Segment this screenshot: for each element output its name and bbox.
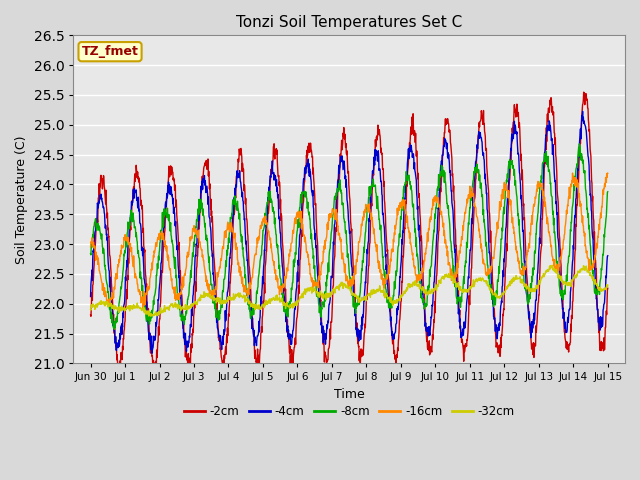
- -32cm: [202, 290, 209, 296]
- -4cm: [87, 294, 95, 300]
- -32cm: [429, 291, 436, 297]
- Legend: -2cm, -4cm, -8cm, -16cm, -32cm: -2cm, -4cm, -8cm, -16cm, -32cm: [179, 401, 520, 423]
- -4cm: [429, 303, 436, 309]
- -16cm: [604, 170, 612, 176]
- -8cm: [303, 194, 310, 200]
- -4cm: [558, 300, 566, 306]
- -8cm: [87, 251, 95, 256]
- -8cm: [202, 220, 209, 226]
- -8cm: [429, 246, 436, 252]
- -16cm: [604, 170, 611, 176]
- -32cm: [147, 313, 155, 319]
- -32cm: [548, 263, 556, 268]
- -4cm: [514, 144, 522, 150]
- -4cm: [148, 350, 156, 356]
- -4cm: [303, 166, 310, 171]
- -16cm: [87, 244, 95, 250]
- -4cm: [290, 320, 298, 326]
- -32cm: [604, 282, 612, 288]
- -2cm: [184, 373, 192, 379]
- -4cm: [579, 108, 586, 114]
- Title: Tonzi Soil Temperatures Set C: Tonzi Soil Temperatures Set C: [236, 15, 462, 30]
- -16cm: [202, 270, 209, 276]
- -16cm: [303, 249, 310, 255]
- -2cm: [580, 89, 588, 95]
- Line: -8cm: -8cm: [91, 144, 608, 329]
- -32cm: [559, 278, 566, 284]
- -2cm: [429, 332, 436, 337]
- -32cm: [303, 288, 310, 294]
- -32cm: [290, 305, 298, 311]
- Line: -16cm: -16cm: [91, 173, 608, 309]
- Line: -4cm: -4cm: [91, 111, 608, 353]
- -8cm: [111, 326, 118, 332]
- -8cm: [558, 288, 566, 293]
- -4cm: [604, 253, 612, 259]
- -16cm: [429, 206, 436, 212]
- -16cm: [139, 306, 147, 312]
- -16cm: [558, 246, 566, 252]
- -32cm: [87, 307, 95, 312]
- Line: -2cm: -2cm: [91, 92, 608, 376]
- -2cm: [604, 286, 612, 291]
- -2cm: [558, 289, 566, 295]
- -16cm: [514, 254, 522, 260]
- Text: TZ_fmet: TZ_fmet: [82, 45, 138, 58]
- -2cm: [290, 348, 298, 354]
- -2cm: [303, 153, 310, 158]
- X-axis label: Time: Time: [334, 388, 365, 401]
- -4cm: [202, 178, 209, 183]
- -2cm: [202, 160, 209, 166]
- -8cm: [514, 206, 522, 212]
- Y-axis label: Soil Temperature (C): Soil Temperature (C): [15, 135, 28, 264]
- -16cm: [290, 226, 298, 232]
- -8cm: [604, 189, 612, 194]
- -2cm: [87, 312, 95, 318]
- Line: -32cm: -32cm: [91, 265, 608, 316]
- -8cm: [575, 141, 583, 147]
- -2cm: [514, 112, 522, 118]
- -8cm: [290, 264, 298, 270]
- -32cm: [514, 276, 522, 281]
